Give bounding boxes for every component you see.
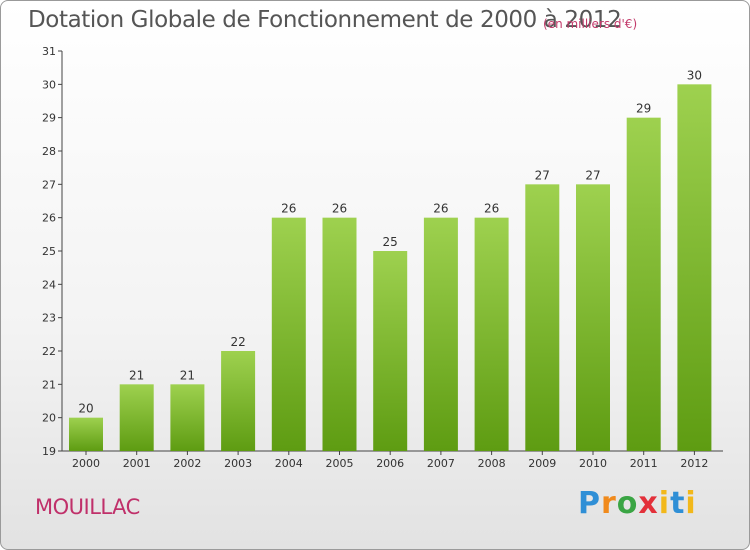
x-tick-label: 2005 <box>326 457 354 470</box>
y-tick-label: 21 <box>42 378 56 391</box>
bar <box>423 217 458 451</box>
data-label: 26 <box>433 202 448 216</box>
bar <box>271 217 306 451</box>
data-label: 21 <box>129 368 144 382</box>
bar <box>119 384 154 451</box>
bar <box>525 184 560 452</box>
x-tick-label: 2009 <box>528 457 556 470</box>
bar <box>170 384 205 451</box>
commune-name: MOUILLAC <box>35 495 140 519</box>
bar <box>576 184 610 452</box>
bar <box>373 251 408 451</box>
x-tick-label: 2011 <box>630 457 658 470</box>
bar <box>221 351 256 451</box>
y-tick-label: 27 <box>42 178 56 191</box>
logo-letter: P <box>578 486 601 521</box>
y-tick-label: 31 <box>42 45 56 58</box>
data-label: 20 <box>78 402 93 416</box>
x-tick-label: 2006 <box>376 457 404 470</box>
bar <box>474 217 509 451</box>
x-tick-label: 2003 <box>224 457 252 470</box>
y-tick-label: 28 <box>42 145 56 158</box>
data-label: 22 <box>230 335 245 349</box>
y-tick-label: 24 <box>42 278 56 291</box>
y-tick-label: 29 <box>42 112 56 125</box>
x-tick-label: 2004 <box>275 457 303 470</box>
y-tick-label: 19 <box>42 445 56 458</box>
x-tick-label: 2007 <box>427 457 455 470</box>
x-tick-label: 2000 <box>72 457 100 470</box>
data-label: 29 <box>636 102 651 116</box>
bar <box>677 84 712 451</box>
data-label: 26 <box>281 202 296 216</box>
data-label: 27 <box>535 168 550 182</box>
bar <box>322 217 357 451</box>
data-label: 30 <box>687 68 702 82</box>
data-label: 25 <box>383 235 398 249</box>
bar <box>626 117 661 452</box>
data-label: 27 <box>585 168 600 182</box>
logo-letter: i <box>685 486 697 521</box>
logo-letter: t <box>670 486 686 521</box>
chart-title: Dotation Globale de Fonctionnement de 20… <box>28 7 622 33</box>
x-tick-label: 2002 <box>173 457 201 470</box>
data-label: 26 <box>484 202 499 216</box>
y-tick-label: 23 <box>42 312 56 325</box>
proxiti-logo: Proxiti <box>578 486 697 521</box>
data-label: 21 <box>180 368 195 382</box>
logo-letter: r <box>601 486 617 521</box>
bar <box>69 417 103 451</box>
logo-letter: i <box>658 486 671 521</box>
y-tick-label: 25 <box>42 245 56 258</box>
x-tick-label: 2008 <box>478 457 506 470</box>
y-tick-label: 30 <box>42 78 56 91</box>
logo-letter: o <box>616 486 639 521</box>
logo-letter: x <box>638 486 659 521</box>
x-tick-label: 2001 <box>123 457 151 470</box>
y-tick-label: 26 <box>42 212 56 225</box>
chart-subtitle: (en milliers d'€) <box>543 17 638 31</box>
x-tick-label: 2012 <box>680 457 708 470</box>
data-label: 26 <box>332 202 347 216</box>
y-tick-label: 20 <box>42 412 56 425</box>
y-tick-label: 22 <box>42 345 56 358</box>
x-tick-label: 2010 <box>579 457 607 470</box>
